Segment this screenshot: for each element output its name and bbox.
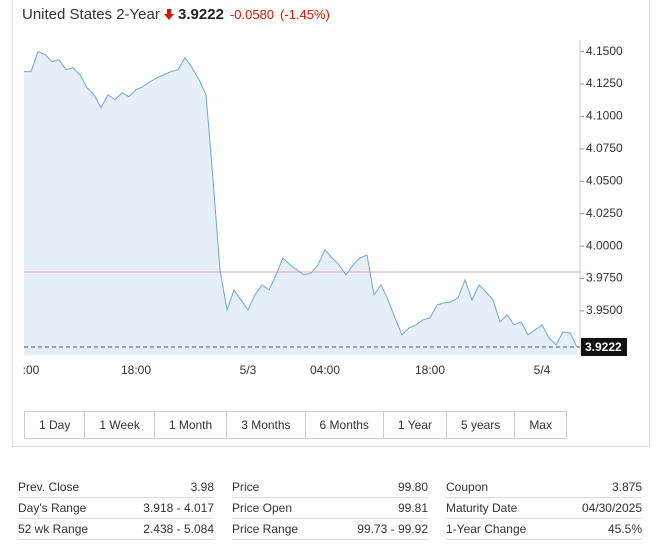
down-arrow [164,9,175,20]
stat-value: 3.98 [190,480,214,494]
stats-row: Maturity Date 04/30/2025 [446,498,642,519]
stat-label: 52 wk Range [18,522,89,536]
last-value-label: 3.9222 [585,340,622,354]
stat-value: 2.438 - 5.084 [143,522,214,536]
stat-value: 3.875 [611,480,642,494]
stat-value: 45.5% [607,522,642,536]
stat-value: 99.80 [397,480,428,494]
y-tick-label: 3.9750 [586,271,623,285]
instrument-name: United States 2-Year [22,6,160,23]
y-tick-label: 4.1250 [586,76,623,90]
stat-label: Prev. Close [18,480,80,494]
stats-row: Price Range 99.73 - 99.92 [232,519,428,540]
range-button[interactable]: 1 Week [85,412,155,438]
range-buttons: 1 Day 1 Week 1 Month 3 Months 6 Months 1 Year… [24,411,567,439]
header: United States 2-Year 3.9222 -0.0580 (-1.45… [22,6,330,23]
line [24,50,578,348]
y-tick-label: 4.1000 [586,109,623,123]
stat-label: Coupon [446,480,489,494]
stats-row: Price Open 99.81 [232,498,428,519]
stat-value: 99.73 - 99.92 [357,522,428,536]
stat-label: Price Range [232,522,299,536]
stats-column: Prev. Close 3.98 Day's Range 3.918 - 4.017 5… [18,477,214,540]
stat-label: Price [232,480,260,494]
range-button[interactable]: 1 Month [155,412,228,438]
stats-row: Prev. Close 3.98 [18,477,214,498]
range-button[interactable]: 3 Months [227,412,306,438]
stat-label: 1-Year Change [446,522,527,536]
change-percent: (-1.45%) [280,7,330,22]
stats-row: Price 99.80 [232,477,428,498]
y-tick-label: 4.0750 [586,141,623,155]
range-button[interactable]: 1 Day [25,412,86,438]
stats-column: Coupon 3.875 Maturity Date 04/30/2025 1-Year… [446,477,642,540]
x-tick-label: 5/4 [534,363,551,377]
y-tick-label: 4.1500 [586,44,623,58]
x-tick-label: 18:00 [121,363,151,377]
stat-value: 04/30/2025 [581,501,642,515]
range-button[interactable]: Max [529,418,552,432]
stats-row: Day's Range 3.918 - 4.017 [18,498,214,519]
stat-label: Day's Range [18,501,87,515]
last-value-box [581,337,627,356]
stats-row: 52 wk Range 2.438 - 5.084 [18,519,214,540]
range-button[interactable]: 6 Months [306,412,384,438]
stats-column: Price 99.80 Price Open 99.81 Price Range 99.7… [232,477,428,540]
x-tick-label: :00 [23,363,40,377]
stat-label: Maturity Date [446,501,518,515]
stat-label: Price Open [232,501,293,515]
stat-value: 99.81 [397,501,428,515]
stat-value: 3.918 - 4.017 [143,501,214,515]
stats-row: 1-Year Change 45.5% [446,519,642,540]
x-tick-label: 5/3 [240,363,257,377]
x-tick-label: 18:00 [415,363,445,377]
range-button[interactable]: 5 years [447,412,516,438]
y-tick-label: 4.0000 [586,238,623,252]
range-button[interactable]: 1 Year [384,412,447,438]
price: 3.9222 [178,6,224,23]
chart: 4.1500 4.1250 4.1000 4.0750 4.0500 4.0250 4.00… [23,40,627,377]
area [24,51,577,356]
stats-row: Coupon 3.875 [446,477,642,498]
chart-box [12,0,650,447]
change: -0.0580 [229,7,275,22]
y-tick-label: 4.0500 [586,173,623,187]
x-tick-label: 04:00 [310,363,340,377]
y-tick-label: 4.0250 [586,206,623,220]
stats: Prev. Close 3.98 Day's Range 3.918 - 4.017 5… [18,477,642,540]
y-tick-label: 3.9500 [586,303,623,317]
